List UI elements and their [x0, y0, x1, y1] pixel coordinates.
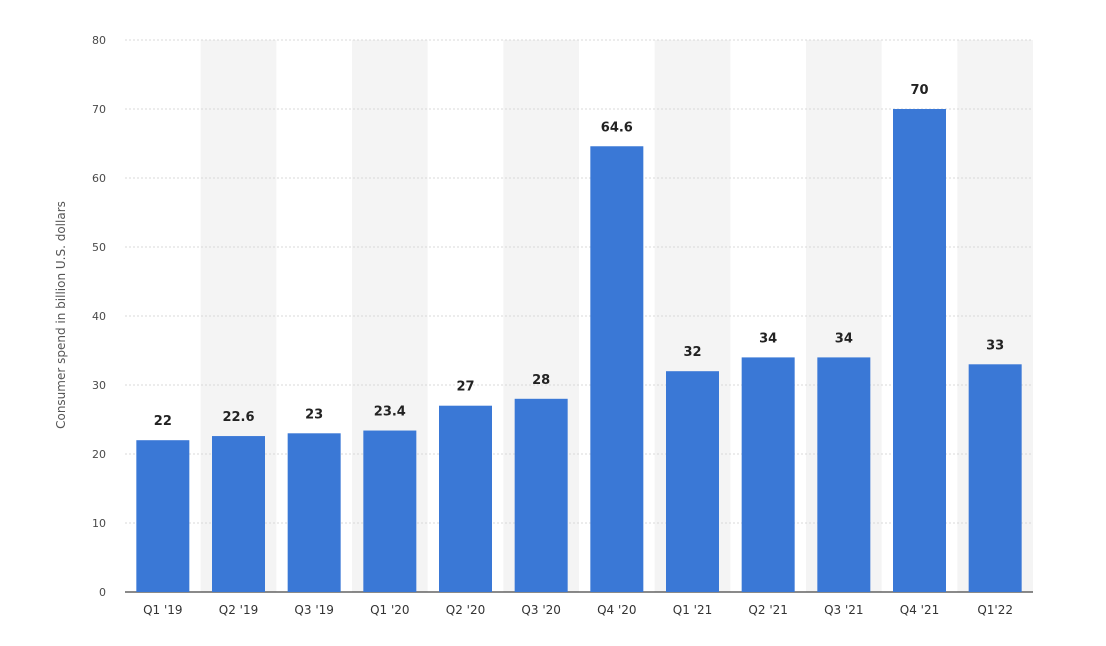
bar[interactable] — [212, 436, 265, 592]
bar[interactable] — [363, 430, 417, 592]
x-tick-label: Q1 '21 — [673, 603, 712, 617]
x-tick-label: Q2 '21 — [748, 603, 787, 617]
bar[interactable] — [893, 109, 946, 592]
bar[interactable] — [817, 357, 871, 592]
x-tick-label: Q3 '21 — [824, 603, 863, 617]
data-label: 33 — [986, 338, 1004, 353]
y-tick-label: 80 — [92, 34, 106, 47]
x-tick-label: Q1 '20 — [370, 603, 409, 617]
y-tick-label: 20 — [92, 448, 106, 461]
data-label: 32 — [683, 345, 701, 360]
x-tick-label: Q2 '19 — [219, 603, 258, 617]
x-tick-label: Q1'22 — [977, 603, 1013, 617]
gridlines — [125, 39, 1033, 593]
y-tick-label: 10 — [92, 517, 106, 530]
bars — [136, 109, 1022, 592]
y-axis-label: Consumer spend in billion U.S. dollars — [54, 201, 68, 429]
x-axis-ticks: Q1 '19 Q2 '19 Q3 '19 Q1 '20 Q2 '20 Q3 '20 Q4 '… — [143, 603, 1013, 617]
y-tick-label: 40 — [92, 310, 106, 323]
y-tick-label: 30 — [92, 379, 106, 392]
data-label: 23 — [305, 407, 323, 422]
bar[interactable] — [666, 371, 719, 592]
data-label: 22 — [154, 414, 172, 429]
bar[interactable] — [439, 405, 492, 592]
x-tick-label: Q3 '20 — [521, 603, 560, 617]
y-tick-label: 50 — [92, 241, 106, 254]
y-tick-label: 60 — [92, 172, 106, 185]
bar[interactable] — [514, 398, 568, 592]
data-label: 64.6 — [601, 120, 633, 135]
y-axis-ticks: 0 10 20 30 40 50 60 70 80 — [92, 34, 106, 599]
data-label: 22.6 — [222, 410, 254, 425]
x-tick-label: Q4 '20 — [597, 603, 636, 617]
bar[interactable] — [287, 433, 341, 592]
data-label: 28 — [532, 373, 550, 388]
data-labels: 22 22.6 23 23.4 27 28 64.6 32 34 34 70 33 — [154, 83, 1004, 429]
bar[interactable] — [968, 364, 1022, 592]
y-tick-label: 0 — [99, 586, 106, 599]
data-label: 34 — [835, 331, 853, 346]
x-tick-label: Q2 '20 — [446, 603, 485, 617]
y-tick-label: 70 — [92, 103, 106, 116]
bar[interactable] — [741, 357, 795, 592]
data-label: 23.4 — [374, 405, 406, 420]
data-label: 34 — [759, 331, 777, 346]
x-tick-label: Q1 '19 — [143, 603, 182, 617]
data-label: 70 — [910, 83, 928, 98]
bar[interactable] — [590, 146, 644, 592]
x-tick-label: Q3 '19 — [294, 603, 333, 617]
data-label: 27 — [456, 380, 474, 395]
bar[interactable] — [136, 440, 190, 592]
x-tick-label: Q4 '21 — [900, 603, 939, 617]
